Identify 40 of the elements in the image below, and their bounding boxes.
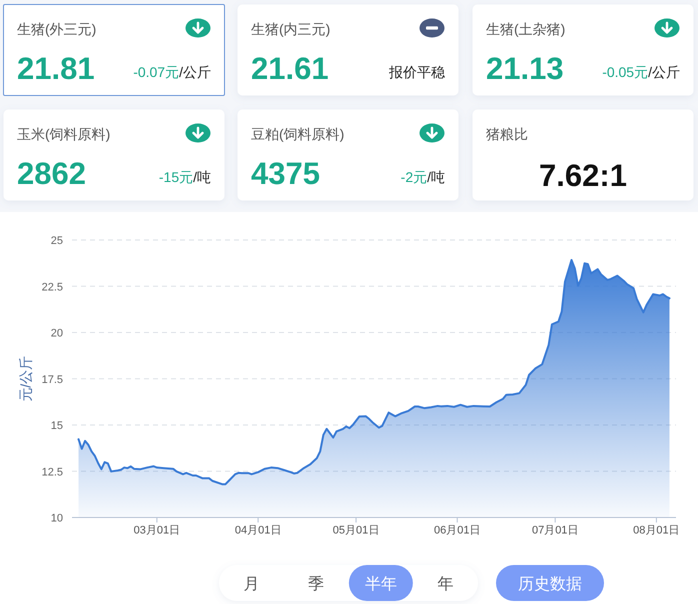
- text: 21.13: [486, 51, 564, 86]
- text: -0.05元: [602, 64, 648, 80]
- text: 21.81: [17, 51, 95, 86]
- text: 21.61: [251, 51, 329, 86]
- text: -2元: [400, 169, 428, 185]
- y-tick-label: 10: [50, 512, 63, 524]
- y-tick-label: 20: [50, 328, 63, 340]
- category-label: 季: [308, 575, 324, 593]
- y-tick-label: 12.5: [42, 466, 63, 478]
- text: -15元: [158, 169, 194, 185]
- y-tick-label: 15: [50, 420, 63, 432]
- text: 生猪(土杂猪): [486, 21, 566, 37]
- text: 4375: [251, 156, 320, 191]
- x-tick-label: 07月01日: [532, 524, 578, 536]
- text: 2862: [17, 156, 86, 191]
- x-tick-label: 05月01日: [332, 524, 380, 536]
- text: 豆粕(饲料原料): [251, 126, 344, 142]
- category-label: 年: [438, 576, 454, 593]
- text: 生猪(外三元): [17, 21, 96, 37]
- text: /吨: [427, 169, 445, 185]
- category-label: 月: [243, 576, 260, 593]
- text: 生猪(内三元): [251, 21, 330, 37]
- text: -0.07元: [133, 64, 180, 80]
- text: 7.62:1: [539, 158, 627, 193]
- text: /公斤: [648, 64, 680, 80]
- y-axis-title: 元/公斤: [18, 356, 34, 402]
- y-tick-label: 22.5: [42, 281, 63, 294]
- category-label: 半年: [364, 575, 397, 593]
- y-tick-label: 17.5: [42, 374, 63, 386]
- x-tick-label: 08月01日: [633, 524, 680, 536]
- x-tick-label: 04月01日: [234, 524, 282, 536]
- text: 报价平稳: [388, 64, 445, 80]
- text: 猪粮比: [486, 126, 528, 142]
- text: 玉米(饲料原料): [17, 126, 110, 142]
- text: /公斤: [179, 64, 211, 80]
- x-tick-label: 03月01日: [134, 524, 180, 536]
- y-tick-label: 25: [50, 235, 63, 247]
- text: 历史数据: [518, 575, 582, 593]
- x-tick-label: 06月01日: [434, 524, 480, 536]
- text: /吨: [193, 169, 211, 185]
